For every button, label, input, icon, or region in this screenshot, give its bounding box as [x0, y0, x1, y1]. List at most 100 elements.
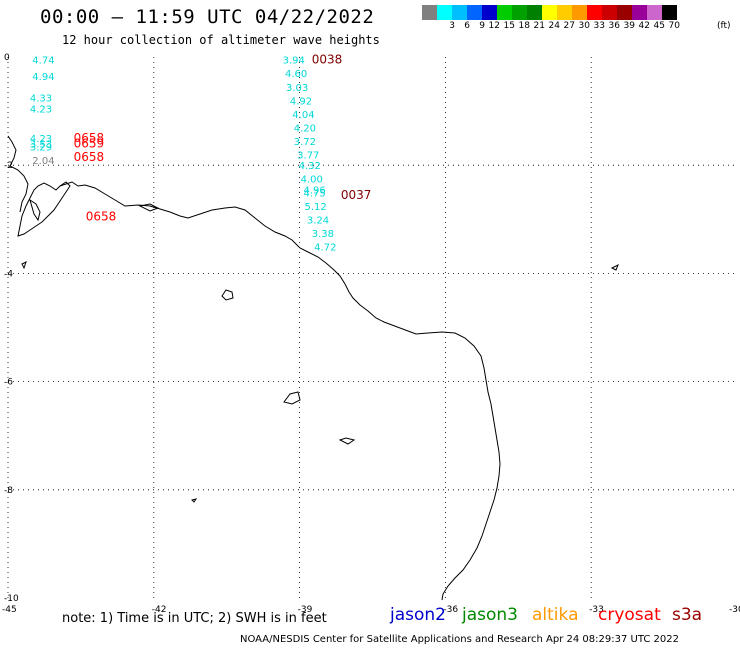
colorbar-label: 9	[479, 21, 485, 31]
chart-subtitle: 12 hour collection of altimeter wave hei…	[62, 33, 380, 47]
lon-tick-label: -30	[729, 605, 740, 615]
wave-height-label: 3.38	[312, 229, 334, 240]
island-shoal	[283, 391, 301, 405]
colorbar-label: 39	[623, 21, 635, 31]
wave-height-label: 4.92	[290, 96, 312, 107]
legend-s3a: s3a	[672, 605, 703, 625]
wave-height-label: 4.60	[285, 69, 307, 80]
legend-altika: altika	[532, 605, 579, 625]
lat-tick-label: 0	[4, 53, 10, 63]
island-marajo	[29, 198, 41, 222]
wave-height-label: 4.23	[30, 134, 52, 145]
lon-tick-label: -45	[2, 605, 17, 615]
bay-coast	[17, 181, 71, 237]
wave-height-label: 3.03	[286, 83, 308, 94]
credit-line: NOAA/NESDIS Center for Satellite Applica…	[240, 634, 679, 645]
lat-tick-label: -8	[4, 486, 13, 496]
colorbar-swatch: 27	[557, 5, 575, 31]
colorbar-swatch: 70	[662, 5, 680, 31]
colorbar-label: 18	[518, 21, 530, 31]
colorbar-swatch: 6	[452, 5, 470, 31]
colorbar-swatch: 15	[497, 5, 515, 31]
legend-jason2: jason2	[390, 605, 446, 625]
colorbar-label: 30	[578, 21, 590, 31]
wave-height-label: 4.23	[30, 104, 52, 115]
axis-tick-labels: -45 -42 -39 -36 -33 -30 0 -2 -4 -6 -8 -10	[2, 53, 740, 615]
wave-height-label: 3.24	[307, 215, 329, 226]
wave-height-label: 4.20	[294, 123, 316, 134]
colorbar-swatch: 21	[527, 5, 545, 31]
wave-height-label: 3.53	[30, 140, 52, 151]
colorbar-label: 70	[668, 21, 680, 31]
colorbar-swatch: 12	[482, 5, 500, 31]
wave-height-label: 4.75	[303, 188, 325, 199]
wave-height-label: 4.72	[314, 242, 336, 253]
lon-tick-label: -36	[443, 605, 458, 615]
colorbar-swatch: 33	[587, 5, 605, 31]
inland-lake	[21, 261, 27, 270]
lon-tick-label: -42	[152, 605, 167, 615]
colorbar-label: 12	[488, 21, 500, 31]
colorbar-label: 24	[548, 21, 560, 31]
colorbar-swatch: 24	[542, 5, 560, 31]
lon-tick-label: -39	[298, 605, 313, 615]
wave-height-label: 4.94	[32, 72, 54, 83]
time-label: 0038	[312, 53, 343, 67]
colorbar-label: 3	[449, 21, 455, 31]
wave-height-label: 4.33	[30, 94, 52, 105]
wave-height-label: 2.04	[32, 156, 54, 167]
time-label: 0659	[74, 137, 105, 151]
time-label: 0658	[74, 150, 105, 164]
wave-height-label: 4.00	[301, 175, 323, 186]
colorbar-swatch	[422, 5, 437, 20]
time-label: 0037	[341, 188, 372, 202]
island-reef	[338, 437, 356, 445]
colorbar-swatch: 36	[602, 5, 620, 31]
island-noronha	[610, 263, 619, 271]
colorbar-swatch: 45	[647, 5, 665, 31]
legend-jason3: jason3	[462, 605, 518, 625]
wave-height-label: 4.96	[303, 186, 325, 197]
wave-height-colorbar: 3 6 9 12 15 18 21 24 27 30 33 36 39 42 45 70	[422, 5, 680, 31]
footnote: note: 1) Time is in UTC; 2) SWH is in fe…	[62, 611, 327, 626]
map-grid	[7, 57, 737, 598]
colorbar-label: 27	[563, 21, 575, 31]
colorbar-swatch: 9	[467, 5, 485, 31]
time-label: 0658	[86, 210, 117, 224]
lat-tick-label: -4	[4, 269, 13, 279]
wave-height-label: 3.29	[30, 142, 52, 153]
wave-height-label: 4.74	[32, 56, 54, 67]
colorbar-swatch: 18	[512, 5, 530, 31]
altimeter-observations: 4.744.944.334.234.233.293.532.043.944.60…	[30, 53, 372, 254]
colorbar-label: 33	[593, 21, 605, 31]
mainland-coast	[59, 181, 501, 601]
colorbar-label: 15	[503, 21, 515, 31]
legend-cryosat: cryosat	[598, 605, 661, 625]
lat-tick-label: -2	[4, 161, 13, 171]
chart-title: 00:00 – 11:59 UTC 04/22/2022	[40, 6, 375, 28]
wave-height-label: 3.72	[294, 137, 316, 148]
coastal-island	[138, 203, 160, 212]
colorbar-swatch: 42	[632, 5, 650, 31]
colorbar-label: 42	[638, 21, 650, 31]
colorbar-label: 36	[608, 21, 620, 31]
wave-height-label: 4.04	[292, 110, 314, 121]
wave-height-label: 5.12	[304, 202, 326, 213]
west-coast	[7, 135, 29, 213]
colorbar-swatch: 3	[437, 5, 455, 31]
colorbar-swatch: 30	[572, 5, 590, 31]
wave-height-label: 3.77	[297, 150, 319, 161]
coastline	[7, 135, 619, 601]
island-rocas	[221, 289, 234, 301]
inland-lake	[191, 498, 198, 503]
lat-tick-label: -6	[4, 378, 13, 388]
time-label: 0658	[74, 131, 105, 145]
wave-height-label: 3.94	[283, 56, 305, 67]
lat-tick-label: -10	[4, 594, 19, 604]
colorbar-label: 6	[464, 21, 470, 31]
colorbar-unit: (ft)	[717, 21, 731, 31]
lon-tick-label: -33	[589, 605, 604, 615]
colorbar-swatch: 39	[617, 5, 635, 31]
wave-height-label: 4.32	[299, 161, 321, 172]
